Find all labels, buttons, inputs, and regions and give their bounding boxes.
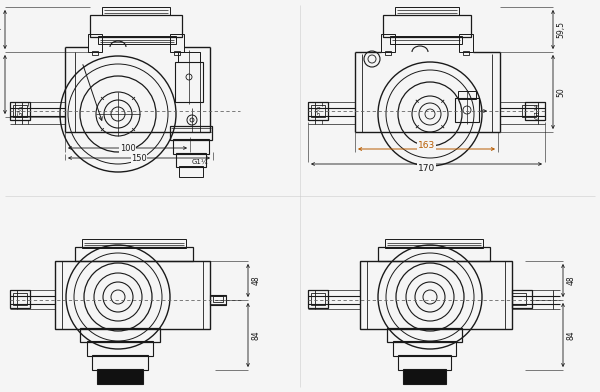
Text: 84: 84 [251,330,260,340]
Bar [176,153,206,167]
Bar [403,369,446,384]
Bar [90,15,182,37]
Bar [308,290,328,308]
Text: 59,5: 59,5 [557,21,566,38]
Bar [395,7,459,15]
Bar [311,293,325,305]
Text: 163: 163 [418,140,435,149]
Bar [170,126,212,140]
Bar [10,290,30,308]
Bar [512,290,532,308]
Bar [82,239,186,248]
Bar [525,102,545,120]
Bar [98,36,176,44]
Bar [385,51,391,55]
Bar [13,293,27,305]
Bar [390,36,462,44]
Bar [178,52,200,62]
Bar [458,91,476,99]
Bar [55,261,210,329]
Bar [381,34,395,52]
Text: G¾: G¾ [17,105,23,117]
Bar [463,51,469,55]
Bar [102,7,170,15]
Bar [88,34,102,52]
Text: 84: 84 [566,330,575,340]
Bar [170,34,184,52]
Text: G¾: G¾ [315,105,321,117]
Bar [385,239,483,248]
Text: 59,5: 59,5 [0,21,2,38]
Bar [13,105,27,117]
Text: G1¼: G1¼ [534,103,540,120]
Text: 150: 150 [131,154,147,163]
Bar [512,293,526,305]
Bar [311,105,325,117]
Text: 48: 48 [251,276,260,285]
Bar [360,261,512,329]
Bar [459,34,473,52]
Bar [92,51,98,55]
Bar [10,102,30,120]
Bar [92,355,148,370]
Bar [383,15,471,37]
Text: 170: 170 [418,163,435,172]
Bar [308,102,328,120]
Bar [75,247,193,261]
Bar [387,328,462,342]
Text: G1¼: G1¼ [191,159,208,165]
Bar [97,369,143,384]
Bar [80,328,160,342]
Text: 100: 100 [119,143,136,152]
Bar [210,295,226,305]
Text: 50: 50 [557,87,566,97]
Bar [213,296,223,302]
Bar [398,355,451,370]
Text: 63: 63 [0,80,2,89]
Bar [87,341,153,356]
Bar [455,98,479,122]
Bar [378,247,490,261]
Text: 48: 48 [566,276,575,285]
Bar [179,166,203,177]
Bar [175,62,203,102]
Bar [522,105,536,117]
Bar [393,341,456,356]
Bar [173,139,209,154]
Bar [174,51,180,55]
